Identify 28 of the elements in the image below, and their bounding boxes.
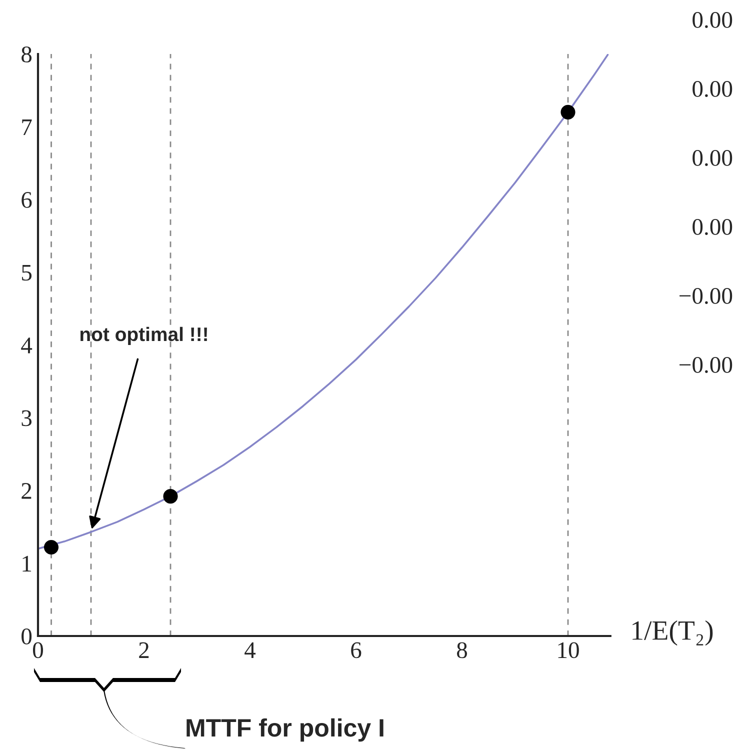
y-tick-label: 4 <box>21 338 32 354</box>
text: 0.00 <box>692 80 732 98</box>
y-tick-label: 2 <box>22 483 32 499</box>
text: 0.00 <box>692 218 732 236</box>
text: 0.00 <box>692 150 732 166</box>
y-tick-label: 1 <box>22 556 32 572</box>
text: −0.00 <box>680 356 732 374</box>
point <box>163 489 178 504</box>
point <box>44 540 59 555</box>
text: 0.00 <box>692 12 732 28</box>
y-tick-label: 6 <box>22 192 32 208</box>
x-tick-label: 2 <box>139 642 149 658</box>
y-tick-label: 5 <box>22 264 32 281</box>
y-tick-label: 3 <box>22 410 32 426</box>
x-tick-label: 4 <box>244 642 256 658</box>
x-tick-label: 0 <box>32 642 44 658</box>
text: MTTF for policy I <box>186 718 384 742</box>
point <box>560 104 576 120</box>
y-tick-label: 7 <box>22 119 32 135</box>
x-tick-label: 10 <box>558 642 579 658</box>
x-axis-title: 1/E(T₂) <box>632 620 713 646</box>
line-series <box>38 54 609 550</box>
text: −0.00 <box>680 288 732 304</box>
y-tick-label: 8 <box>22 46 32 62</box>
x-tick-label: 8 <box>456 642 468 658</box>
x-tick-label: 6 <box>351 642 362 658</box>
annotation: not optimal !!! <box>80 326 207 345</box>
y-tick-label: 0 <box>22 628 32 644</box>
